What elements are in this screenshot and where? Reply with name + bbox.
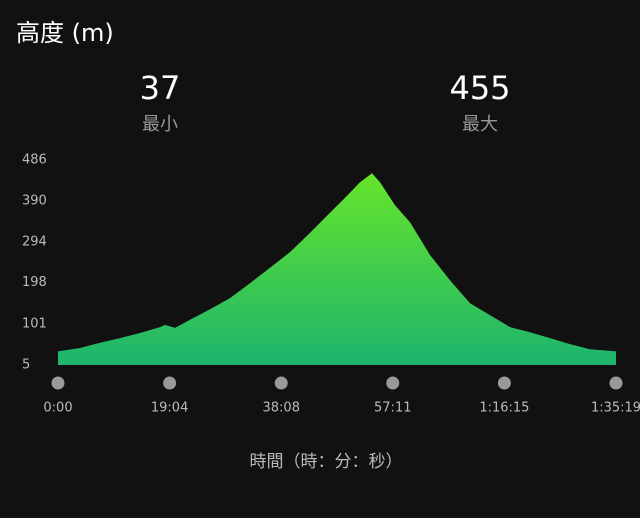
chart-title: 高度 (m)	[16, 19, 114, 47]
stat-value: 455	[449, 69, 510, 107]
x-tick-label: 19:04	[151, 401, 188, 416]
y-tick-label: 101	[22, 317, 47, 332]
x-tick-dot	[274, 376, 288, 390]
x-tick-dot	[609, 376, 623, 390]
stat-label: 最小	[142, 114, 178, 135]
stat-value: 37	[140, 69, 181, 107]
x-tick-label: 1:35:19	[591, 401, 640, 416]
x-tick-label: 1:16:15	[479, 401, 529, 416]
y-tick-label: 390	[22, 193, 47, 208]
stat-label: 最大	[462, 114, 498, 135]
x-tick-dot	[51, 376, 65, 390]
x-tick-label: 57:11	[374, 401, 411, 416]
x-axis-label: 時間（時：分：秒）	[250, 452, 403, 472]
x-tick-dot	[163, 376, 177, 390]
x-tick-label: 38:08	[263, 401, 300, 416]
elevation-area	[58, 173, 616, 365]
y-tick-label: 294	[22, 234, 47, 249]
y-tick-label: 5	[22, 358, 30, 373]
y-tick-label: 198	[22, 275, 47, 290]
x-tick-dot	[497, 376, 511, 390]
x-tick-dot	[386, 376, 400, 390]
x-tick-label: 0:00	[43, 401, 72, 416]
y-tick-label: 486	[22, 153, 47, 168]
